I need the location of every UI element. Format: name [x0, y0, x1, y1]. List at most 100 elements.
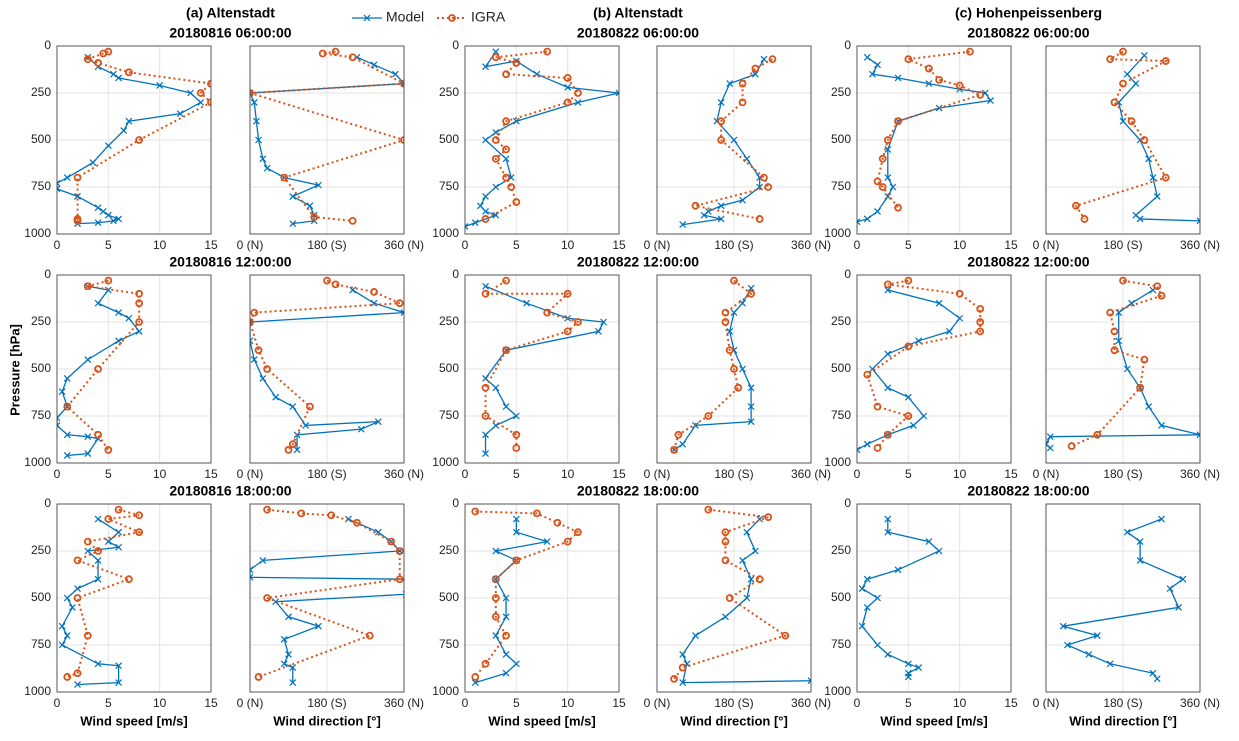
- series-group: [1059, 515, 1187, 683]
- marker: [284, 445, 293, 454]
- marker: [692, 421, 699, 429]
- x-tick-label: 180 (S): [307, 238, 346, 252]
- x-tick-label: 180 (S): [1103, 238, 1142, 252]
- x-tick-label: 15: [1004, 238, 1018, 252]
- marker: [94, 660, 102, 668]
- group-title: (c) Hohenpeissenberg: [955, 5, 1102, 21]
- marker: [721, 528, 730, 537]
- marker: [115, 679, 123, 687]
- marker: [374, 418, 382, 426]
- y-tick-label: 500: [831, 132, 851, 146]
- marker: [492, 48, 500, 56]
- marker: [543, 538, 551, 546]
- marker: [884, 650, 892, 658]
- marker: [250, 98, 258, 106]
- marker: [721, 318, 730, 326]
- marker: [1158, 421, 1165, 429]
- x-tick-label: 10: [953, 467, 967, 481]
- marker: [395, 547, 404, 555]
- x-tick-label: 15: [204, 696, 218, 710]
- marker: [751, 64, 760, 73]
- marker: [492, 129, 500, 136]
- plot-border: [249, 503, 405, 693]
- series-group: [57, 47, 211, 228]
- marker: [63, 174, 71, 182]
- marker: [920, 412, 928, 420]
- marker: [563, 98, 572, 107]
- marker: [512, 59, 521, 67]
- x-tick-label: 10: [153, 696, 167, 710]
- marker: [904, 412, 913, 420]
- marker: [1128, 299, 1135, 307]
- marker: [250, 566, 254, 574]
- marker: [502, 631, 510, 640]
- marker: [868, 70, 876, 78]
- y-axis-label: Pressure [hPa]: [7, 324, 22, 416]
- marker: [1149, 174, 1157, 182]
- marker: [94, 556, 102, 564]
- marker: [807, 677, 811, 685]
- marker: [502, 346, 510, 355]
- x-tick-label: 0: [854, 467, 861, 481]
- y-tick-label: 250: [831, 543, 851, 557]
- x-tick-label: 360 (N): [791, 238, 831, 252]
- x-tick-label: 180 (S): [1103, 467, 1142, 481]
- marker: [124, 575, 133, 584]
- marker: [721, 537, 730, 546]
- x-tick-label: 180 (S): [714, 238, 753, 252]
- series-line: [57, 285, 141, 457]
- plot-border: [856, 274, 1012, 464]
- marker: [482, 208, 489, 215]
- marker: [935, 299, 943, 307]
- marker: [289, 220, 297, 228]
- marker: [717, 117, 726, 126]
- marker: [1161, 173, 1170, 182]
- legend-label: Model: [386, 9, 424, 25]
- marker: [863, 53, 871, 61]
- marker: [563, 327, 572, 336]
- x-tick-label: 0: [854, 238, 861, 252]
- y-tick-label: 500: [831, 361, 851, 375]
- marker: [288, 440, 297, 449]
- marker: [135, 318, 144, 326]
- marker: [135, 511, 144, 520]
- marker: [884, 286, 892, 294]
- x-tick-label: 0 (N): [237, 696, 264, 710]
- series-group: [1072, 47, 1200, 225]
- series-group: [250, 505, 404, 687]
- y-tick-label: 0: [44, 267, 51, 281]
- marker: [289, 192, 297, 200]
- y-tick-label: 750: [831, 179, 851, 193]
- marker: [110, 217, 117, 225]
- marker: [115, 309, 123, 317]
- series-line: [861, 519, 941, 677]
- marker: [302, 421, 310, 429]
- marker: [883, 430, 892, 439]
- marker: [94, 59, 102, 67]
- marker: [574, 89, 582, 97]
- marker: [755, 575, 764, 584]
- marker: [915, 664, 923, 671]
- series-line: [1062, 518, 1185, 680]
- x-tick-label: 180 (S): [714, 467, 753, 481]
- marker: [115, 215, 123, 223]
- plot-border: [656, 503, 812, 693]
- series-group: [465, 47, 619, 230]
- marker: [1046, 444, 1054, 452]
- marker: [492, 183, 500, 191]
- marker: [1093, 430, 1102, 439]
- marker: [63, 673, 72, 681]
- marker: [492, 632, 500, 640]
- marker: [73, 669, 82, 678]
- x-tick-label: 15: [612, 467, 626, 481]
- marker: [1119, 47, 1127, 56]
- marker: [894, 566, 902, 574]
- marker: [1149, 669, 1157, 677]
- marker: [74, 585, 81, 593]
- x-tick-label: 5: [513, 467, 520, 481]
- marker: [863, 603, 871, 611]
- marker: [135, 136, 144, 144]
- marker: [863, 370, 872, 379]
- marker: [482, 374, 489, 382]
- marker: [670, 674, 679, 683]
